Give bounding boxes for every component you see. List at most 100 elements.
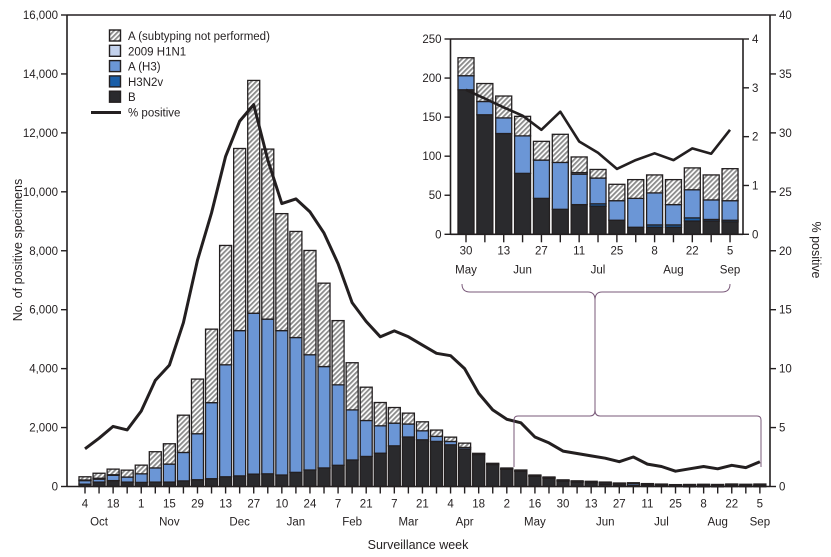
bar-segment-a-subtyping-not-performed- [317,282,331,368]
bar-stack [401,412,416,488]
bar-segment-b [495,132,513,235]
bar-stack [457,442,472,488]
bar-segment-b [387,445,401,488]
legend-swatch [108,59,122,73]
legend-item: H3N2v [108,75,163,89]
bar-segment-b [457,448,472,488]
legend-label: % positive [128,108,180,120]
x-tick-label: 21 [416,499,429,511]
y2-axis-title: % positive [809,222,823,279]
bar-stack [387,406,401,488]
bar-stack [627,178,645,235]
legend: A (subtyping not performed) 2009 H1N1 A (H… [91,29,270,120]
y-tick-label: 100 [422,151,441,163]
bar-segment-a-subtyping-not-performed- [162,443,177,465]
y-tick-label: 2,000 [29,423,58,435]
y-tick-label: 4,000 [29,364,58,376]
bar-stack [683,167,701,235]
bar-stack [247,79,261,488]
y2-tick-label: 5 [779,423,785,435]
bar-stack [514,469,528,488]
bar-segment-b [373,452,387,488]
bar-stack [233,147,247,488]
y2-tick-label: 30 [779,128,792,140]
bar-segment-a-h3- [589,177,607,205]
y-tick-label: 8,000 [29,246,58,258]
bar-segment-a-h3- [134,473,148,484]
x-tick-label: 27 [613,499,626,511]
month-label: Mar [398,517,418,529]
bar-stack [190,378,205,488]
bar-segment-a-h3- [373,425,387,454]
bar-segment-a-h3- [627,197,645,228]
bar-segment-a-subtyping-not-performed- [148,451,162,469]
bar-stack [162,443,177,488]
month-label: Jun [596,517,615,529]
legend-swatch [108,90,122,103]
bar-segment-a-subtyping-not-performed- [120,469,134,478]
y-tick-label: 200 [422,73,441,85]
bar-segment-a-subtyping-not-performed- [668,483,683,486]
bar-segment-b [289,471,303,488]
bar-segment-a-subtyping-not-performed- [134,464,148,475]
x-tick-label: 27 [535,245,548,257]
bar-segment-b [443,444,458,488]
bar-stack [598,481,612,488]
y2-tick-label: 3 [752,83,758,95]
bar-segment-a-h3- [551,161,569,210]
legend-item: 2009 H1N1 [108,44,186,58]
bar-segment-a-subtyping-not-performed- [247,79,261,314]
bar-segment-a-h3- [120,476,134,483]
bar-stack [345,362,359,488]
bar-stack [721,168,739,235]
y2-tick-label: 10 [779,364,792,376]
legend-swatch [108,29,122,42]
bar-segment-a-h3- [645,192,664,226]
bar-segment-a-h3- [247,312,261,475]
bar-stack [275,212,289,488]
bar-stack [472,452,486,488]
bar-segment-a-subtyping-not-performed- [233,147,247,332]
month-label: May [455,264,477,276]
bar-segment-a-subtyping-not-performed- [472,452,486,455]
x-tick-label: 13 [585,499,598,511]
bar-segment-b [106,479,120,488]
bar-segment-a-subtyping-not-performed- [753,483,767,486]
bar-segment-a-subtyping-not-performed- [683,167,701,191]
legend-label: H3N2v [128,77,163,89]
bar-stack [570,480,584,488]
month-label: Jul [654,517,669,529]
bar-stack [429,429,444,488]
bar-segment-b [247,473,261,488]
bar-segment-a-h3- [387,422,401,447]
bar-segment-b [500,468,514,488]
legend-item: A (subtyping not performed) [108,29,270,43]
bar-segment-b [345,459,359,488]
bar-stack [443,436,458,488]
bar-segment-b [261,473,275,488]
bar-stack [218,244,233,488]
bar-segment-a-subtyping-not-performed- [486,462,500,465]
bar-segment-a-h3- [148,467,162,483]
month-label: Feb [342,517,362,529]
bar-segment-a-h3- [275,329,289,476]
bar-segment-a-subtyping-not-performed- [261,148,275,320]
y-tick-label: 0 [52,482,58,494]
bar-segment-b [721,221,739,235]
bar-stack [92,472,106,488]
bar-segment-a-subtyping-not-performed- [556,479,570,482]
bar-segment-a-subtyping-not-performed- [711,483,725,487]
bar-segment-b [476,114,494,235]
bar-segment-a-subtyping-not-performed- [626,482,640,485]
bar-segment-b [303,469,317,488]
bar-segment-a-h3- [289,336,303,474]
bar-stack [317,282,331,488]
bar-segment-a-h3- [204,402,219,480]
x-tick-label: 11 [573,245,585,257]
y2-tick-label: 2 [752,132,758,144]
bar-segment-b [664,226,683,235]
bar-stack [532,140,551,235]
x-tick-label: 11 [641,499,653,511]
bar-segment-a-subtyping-not-performed- [275,212,289,332]
bar-segment-a-h3- [162,463,177,483]
